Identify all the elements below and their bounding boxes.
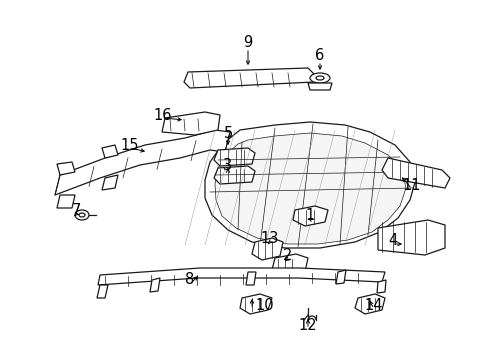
Ellipse shape xyxy=(79,213,85,217)
Ellipse shape xyxy=(309,73,329,83)
Polygon shape xyxy=(55,130,229,195)
Text: 14: 14 xyxy=(364,297,383,312)
Text: 12: 12 xyxy=(298,318,317,333)
Polygon shape xyxy=(271,254,307,276)
Ellipse shape xyxy=(315,76,324,80)
Polygon shape xyxy=(57,162,75,175)
Text: 7: 7 xyxy=(71,202,81,217)
Polygon shape xyxy=(354,294,384,314)
Text: 10: 10 xyxy=(255,297,274,312)
Text: 5: 5 xyxy=(223,126,232,140)
Text: 1: 1 xyxy=(305,207,314,222)
Polygon shape xyxy=(57,195,75,208)
Text: 13: 13 xyxy=(260,230,279,246)
Polygon shape xyxy=(335,270,346,284)
Text: 15: 15 xyxy=(121,138,139,153)
Polygon shape xyxy=(376,280,385,293)
Polygon shape xyxy=(307,83,331,90)
Text: 11: 11 xyxy=(402,177,420,193)
Polygon shape xyxy=(102,145,118,158)
Polygon shape xyxy=(214,166,254,184)
Polygon shape xyxy=(214,148,254,166)
Text: 2: 2 xyxy=(283,248,292,262)
Polygon shape xyxy=(381,158,449,188)
Polygon shape xyxy=(162,112,220,135)
Polygon shape xyxy=(251,238,283,260)
Text: 6: 6 xyxy=(315,48,324,63)
Text: 16: 16 xyxy=(153,108,172,122)
Text: 9: 9 xyxy=(243,35,252,50)
Polygon shape xyxy=(245,272,256,285)
Polygon shape xyxy=(183,68,313,88)
Polygon shape xyxy=(150,278,160,292)
Ellipse shape xyxy=(75,210,89,220)
Polygon shape xyxy=(292,206,327,226)
Polygon shape xyxy=(102,175,118,190)
Text: 8: 8 xyxy=(185,273,194,288)
Text: 3: 3 xyxy=(223,158,232,172)
Polygon shape xyxy=(240,294,271,314)
Polygon shape xyxy=(377,220,444,255)
Polygon shape xyxy=(215,133,405,244)
Text: 4: 4 xyxy=(387,233,397,248)
Polygon shape xyxy=(97,285,108,298)
Polygon shape xyxy=(204,122,414,248)
Polygon shape xyxy=(98,268,384,285)
